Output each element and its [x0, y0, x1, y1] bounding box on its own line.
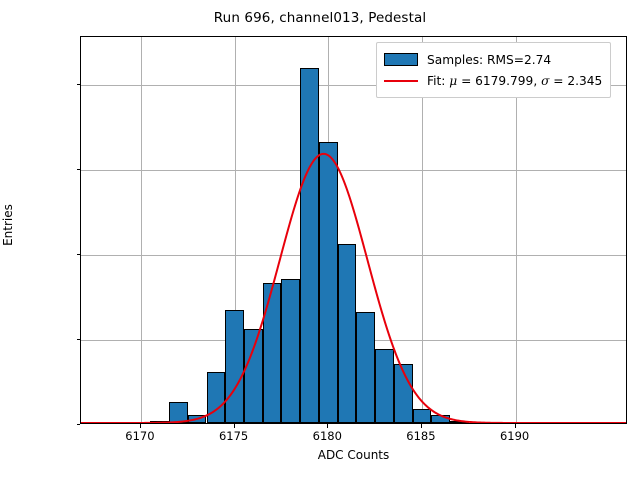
histogram-bar	[412, 408, 432, 423]
legend-label-samples: Samples: RMS=2.74	[427, 52, 552, 67]
x-tick-label-6190: 6190	[499, 429, 530, 443]
sigma-symbol: σ	[541, 73, 550, 88]
x-tick-mark-6185	[420, 424, 423, 428]
gridline-x-6185	[421, 37, 423, 423]
mu-symbol: μ	[449, 73, 458, 88]
y-tick-mark-500	[76, 338, 80, 340]
legend-patch-swatch-icon	[384, 53, 418, 66]
gridline-x-6170	[140, 37, 142, 423]
chart-legend: Samples: RMS=2.74 Fit: μ = 6179.799, σ =…	[376, 42, 612, 98]
y-tick-mark-0	[76, 424, 80, 426]
histogram-bar	[262, 283, 282, 423]
y-axis-label: Entries	[1, 204, 15, 246]
histogram-bar	[206, 371, 226, 423]
histogram-bar	[243, 329, 263, 423]
x-tick-mark-6190	[514, 424, 516, 428]
legend-label-fit: Fit: μ = 6179.799, σ = 2.345	[427, 74, 602, 88]
legend-item-fit: Fit: μ = 6179.799, σ = 2.345	[384, 70, 602, 91]
x-tick-label-6175: 6175	[218, 429, 249, 443]
x-tick-mark-6175	[233, 424, 235, 428]
legend-line-swatch-icon	[384, 74, 418, 87]
histogram-bar	[337, 244, 357, 423]
gridline-x-6190	[515, 37, 517, 423]
plot-axes	[80, 36, 627, 424]
x-tick-label-6170: 6170	[125, 429, 155, 443]
legend-item-samples: Samples: RMS=2.74	[384, 49, 602, 70]
y-tick-mark-1000	[76, 253, 80, 255]
histogram-bar	[281, 279, 301, 423]
gridline-y-2000	[81, 84, 626, 86]
x-tick-mark-6180	[327, 424, 329, 428]
y-tick-mark-1500	[76, 168, 80, 170]
gridline-y-1500	[81, 169, 626, 171]
x-tick-label-6180: 6180	[312, 429, 342, 443]
histogram-bar	[375, 348, 394, 423]
y-tick-mark-2000	[76, 83, 80, 85]
x-axis-label: ADC Counts	[317, 448, 390, 462]
histogram-bar	[318, 142, 338, 423]
x-tick-label-6185: 6185	[406, 429, 436, 443]
plot-area	[81, 37, 626, 423]
legend-fit-prefix: Fit:	[427, 73, 450, 88]
legend-fit-mu-value: = 6179.799,	[457, 73, 542, 88]
gridline-x-6175	[234, 37, 236, 423]
histogram-bar	[300, 68, 319, 423]
fit-curve-path	[81, 152, 626, 423]
legend-fit-sigma-value: = 2.345	[549, 73, 603, 88]
histogram-bar	[356, 311, 376, 423]
x-tick-mark-6170	[139, 424, 142, 428]
gaussian-fit-curve	[81, 152, 626, 423]
chart-title: Run 696, channel013, Pedestal	[213, 10, 427, 26]
